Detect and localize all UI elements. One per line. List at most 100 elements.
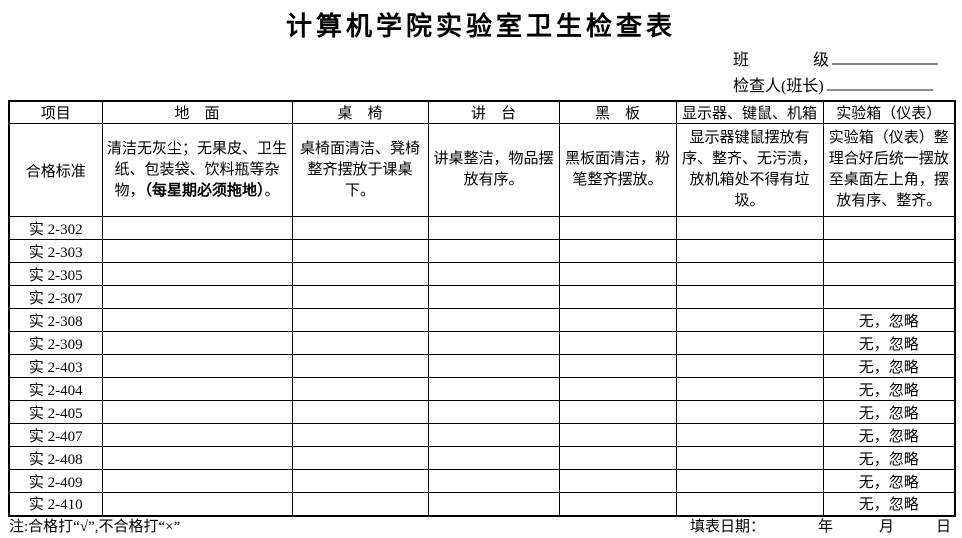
- check-cell-desks[interactable]: [291, 331, 429, 355]
- expbox-cell[interactable]: [822, 216, 956, 240]
- check-cell-podium[interactable]: [427, 285, 560, 309]
- expbox-cell[interactable]: 无，忽略: [822, 354, 956, 378]
- check-cell-floor[interactable]: [101, 216, 293, 240]
- table-row: 实 2-410 无，忽略: [8, 492, 956, 516]
- room-label: 实 2-309: [8, 331, 103, 355]
- check-cell-desks[interactable]: [291, 492, 429, 516]
- check-cell-monitor[interactable]: [675, 469, 824, 493]
- check-cell-floor[interactable]: [101, 423, 293, 447]
- standard-podium: 讲桌整洁，物品摆放有序。: [427, 123, 560, 217]
- date-label: 填表日期：: [690, 519, 766, 535]
- check-cell-podium[interactable]: [427, 239, 560, 263]
- expbox-cell[interactable]: 无，忽略: [822, 423, 956, 447]
- check-cell-podium[interactable]: [427, 216, 560, 240]
- check-cell-blackboard[interactable]: [558, 469, 677, 493]
- room-label: 实 2-305: [8, 262, 103, 286]
- check-cell-desks[interactable]: [291, 354, 429, 378]
- check-cell-monitor[interactable]: [675, 492, 824, 516]
- page-title: 计算机学院实验室卫生检查表: [285, 12, 676, 41]
- check-cell-podium[interactable]: [427, 308, 560, 332]
- check-cell-podium[interactable]: [427, 377, 560, 401]
- check-cell-floor[interactable]: [101, 285, 293, 309]
- standard-floor: 清洁无灰尘；无果皮、卫生纸、包装袋、饮料瓶等杂物，（每星期必须拖地）。: [101, 123, 293, 217]
- date-month-label: 月: [879, 519, 895, 535]
- check-cell-floor[interactable]: [101, 469, 293, 493]
- check-cell-podium[interactable]: [427, 423, 560, 447]
- check-cell-monitor[interactable]: [675, 308, 824, 332]
- expbox-cell[interactable]: 无，忽略: [822, 400, 956, 424]
- check-cell-floor[interactable]: [101, 239, 293, 263]
- check-cell-blackboard[interactable]: [558, 377, 677, 401]
- class-field-blank[interactable]: [832, 49, 939, 65]
- expbox-cell[interactable]: 无，忽略: [822, 446, 956, 470]
- room-label: 实 2-307: [8, 285, 103, 309]
- check-cell-blackboard[interactable]: [558, 354, 677, 378]
- check-cell-floor[interactable]: [101, 400, 293, 424]
- check-cell-monitor[interactable]: [675, 285, 824, 309]
- expbox-cell[interactable]: [822, 239, 956, 263]
- column-header-podium: 讲 台: [427, 100, 560, 124]
- expbox-cell[interactable]: 无，忽略: [822, 377, 956, 401]
- check-cell-monitor[interactable]: [675, 239, 824, 263]
- check-cell-desks[interactable]: [291, 377, 429, 401]
- expbox-cell[interactable]: [822, 262, 956, 286]
- check-cell-monitor[interactable]: [675, 354, 824, 378]
- standard-monitor: 显示器键鼠摆放有序、整齐、无污渍，放机箱处不得有垃圾。: [675, 123, 824, 217]
- check-cell-podium[interactable]: [427, 354, 560, 378]
- check-cell-monitor[interactable]: [675, 262, 824, 286]
- check-cell-blackboard[interactable]: [558, 492, 677, 516]
- standard-desks: 桌椅面清洁、凳椅整齐摆放于课桌下。: [291, 123, 429, 217]
- check-cell-blackboard[interactable]: [558, 446, 677, 470]
- table-row: 实 2-404 无，忽略: [8, 377, 956, 401]
- check-cell-blackboard[interactable]: [558, 331, 677, 355]
- check-cell-floor[interactable]: [101, 446, 293, 470]
- check-cell-floor[interactable]: [101, 308, 293, 332]
- room-label: 实 2-405: [8, 400, 103, 424]
- check-cell-podium[interactable]: [427, 469, 560, 493]
- inspector-field: 检查人(班长): [733, 74, 957, 100]
- check-cell-desks[interactable]: [291, 216, 429, 240]
- check-cell-podium[interactable]: [427, 331, 560, 355]
- check-cell-blackboard[interactable]: [558, 285, 677, 309]
- check-cell-podium[interactable]: [427, 262, 560, 286]
- check-cell-blackboard[interactable]: [558, 216, 677, 240]
- check-cell-blackboard[interactable]: [558, 239, 677, 263]
- inspector-field-blank[interactable]: [826, 75, 933, 91]
- check-cell-blackboard[interactable]: [558, 262, 677, 286]
- check-cell-desks[interactable]: [291, 446, 429, 470]
- standard-expbox: 实验箱（仪表）整理合好后统一摆放至桌面左上角，摆放有序、整齐。: [822, 123, 956, 217]
- check-cell-desks[interactable]: [291, 469, 429, 493]
- check-cell-desks[interactable]: [291, 262, 429, 286]
- check-cell-desks[interactable]: [291, 239, 429, 263]
- room-label: 实 2-409: [8, 469, 103, 493]
- check-cell-desks[interactable]: [291, 423, 429, 447]
- check-cell-blackboard[interactable]: [558, 308, 677, 332]
- standard-blackboard: 黑板面清洁，粉笔整齐摆放。: [558, 123, 677, 217]
- check-cell-floor[interactable]: [101, 354, 293, 378]
- expbox-cell[interactable]: 无，忽略: [822, 331, 956, 355]
- check-cell-monitor[interactable]: [675, 216, 824, 240]
- check-cell-monitor[interactable]: [675, 400, 824, 424]
- check-cell-blackboard[interactable]: [558, 400, 677, 424]
- check-cell-monitor[interactable]: [675, 331, 824, 355]
- expbox-cell[interactable]: 无，忽略: [822, 492, 956, 516]
- expbox-cell[interactable]: 无，忽略: [822, 308, 956, 332]
- expbox-cell[interactable]: 无，忽略: [822, 469, 956, 493]
- check-cell-podium[interactable]: [427, 446, 560, 470]
- check-cell-desks[interactable]: [291, 308, 429, 332]
- check-cell-floor[interactable]: [101, 331, 293, 355]
- check-cell-monitor[interactable]: [675, 423, 824, 447]
- check-cell-podium[interactable]: [427, 400, 560, 424]
- check-cell-monitor[interactable]: [675, 446, 824, 470]
- check-cell-desks[interactable]: [291, 400, 429, 424]
- check-cell-podium[interactable]: [427, 492, 560, 516]
- expbox-cell[interactable]: [822, 285, 956, 309]
- check-cell-monitor[interactable]: [675, 377, 824, 401]
- check-cell-desks[interactable]: [291, 285, 429, 309]
- check-cell-floor[interactable]: [101, 377, 293, 401]
- check-cell-blackboard[interactable]: [558, 423, 677, 447]
- column-header-desks: 桌 椅: [291, 100, 429, 124]
- check-cell-floor[interactable]: [101, 262, 293, 286]
- footer: 注:合格打“√”,不合格打“×” 填表日期： 年 月 日: [0, 515, 962, 537]
- check-cell-floor[interactable]: [101, 492, 293, 516]
